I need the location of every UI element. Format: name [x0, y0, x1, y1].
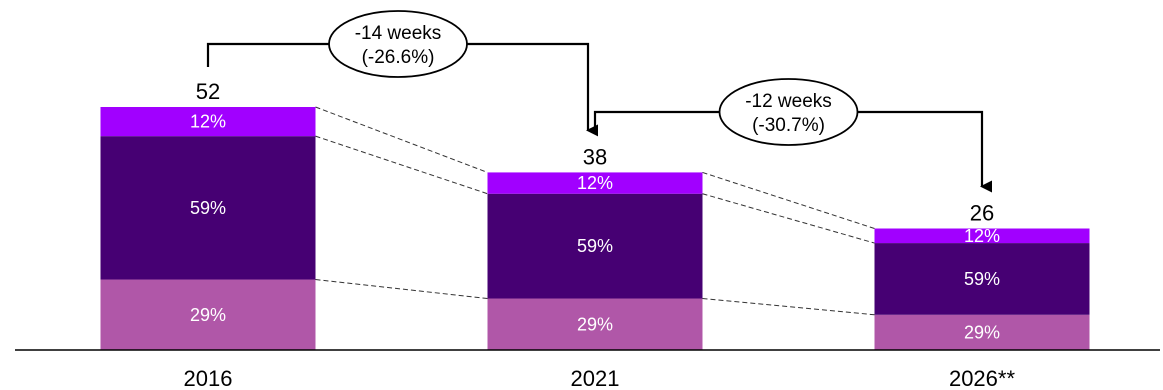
bar-segment-2026-0 [874, 314, 1090, 350]
dashed-connector [702, 298, 875, 316]
bar-segment-2021-1 [487, 193, 703, 299]
dashed-connector [702, 171, 875, 229]
dashed-connector [702, 193, 875, 244]
bar-segment-2021-2 [487, 172, 703, 194]
change-callout-percent: (-26.6%) [362, 47, 435, 68]
segment-label: 12% [964, 226, 1000, 246]
dashed-connector [315, 106, 488, 173]
bar-segment-2026-2 [874, 228, 1090, 244]
bar-totals: 52 38 26 [196, 79, 994, 226]
bar-total-label: 26 [970, 201, 994, 226]
bar-segment-2026-1 [874, 243, 1090, 315]
x-tick-label: 2016 [184, 366, 233, 390]
bar-total-label: 52 [196, 79, 220, 104]
bar-segment-2021-0 [487, 298, 703, 350]
dashed-connectors [315, 106, 875, 316]
change-callouts: -14 weeks (-26.6%) -12 weeks (-30.7%) [206, 10, 992, 193]
segment-label: 12% [190, 112, 226, 132]
change-callout-bubble [718, 78, 859, 146]
segment-label: 12% [577, 173, 613, 193]
bar-total-label: 38 [583, 144, 607, 169]
bar-segment-2016-2 [100, 107, 316, 137]
dashed-connector [315, 135, 488, 195]
change-callout-bubble [328, 10, 468, 78]
x-tick-label: 2021 [571, 366, 620, 390]
segment-label: 29% [964, 322, 1000, 342]
bar-segment-2016-1 [100, 136, 316, 280]
segment-label: 29% [190, 305, 226, 325]
bar-segment-2016-0 [100, 279, 316, 350]
bars: 29% 59% 12% 29% 59% 12% 29% 59% 12% [100, 107, 1090, 350]
segment-label: 59% [964, 269, 1000, 289]
x-tick-label: 2026** [949, 366, 1016, 390]
x-axis-labels: 2016 2021 2026** [184, 366, 1016, 390]
dashed-connector [315, 279, 488, 299]
change-callout-weeks: -14 weeks [355, 23, 442, 44]
change-callout-percent: (-30.7%) [752, 115, 825, 136]
segment-label: 29% [577, 314, 613, 334]
change-callout-weeks: -12 weeks [745, 91, 832, 112]
segment-label: 59% [577, 236, 613, 256]
segment-label: 59% [190, 198, 226, 218]
